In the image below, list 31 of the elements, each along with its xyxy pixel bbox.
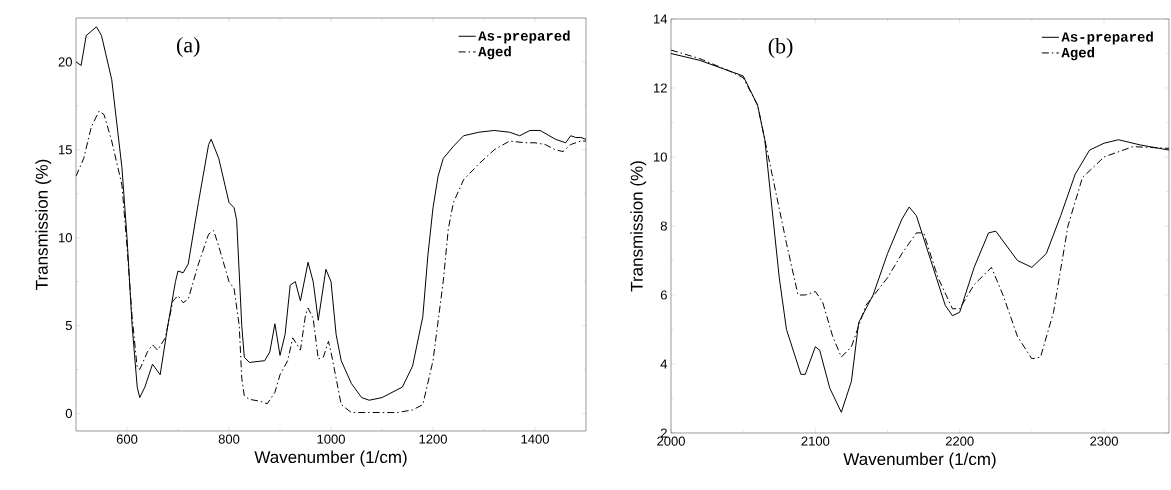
legend-label: Aged bbox=[1061, 47, 1095, 61]
x-tick-label: 1400 bbox=[521, 434, 549, 444]
x-tick-label: 2200 bbox=[945, 436, 974, 446]
y-tick-label: 10 bbox=[654, 152, 667, 162]
y-tick-label: 20 bbox=[58, 57, 72, 67]
legend-label: As-prepared bbox=[478, 30, 570, 44]
x-tick-label: 1200 bbox=[419, 434, 447, 444]
x-tick-label: 800 bbox=[218, 434, 240, 444]
annotation: (a) bbox=[176, 36, 200, 57]
y-axis-title: Transmission (%) bbox=[630, 161, 647, 292]
x-axis-title: Wavenumber (1/cm) bbox=[843, 452, 996, 469]
x-tick-label: 2100 bbox=[801, 436, 830, 446]
x-axis-title: Wavenumber (1/cm) bbox=[254, 450, 407, 467]
x-tick-label: 600 bbox=[116, 434, 138, 444]
y-tick-label: 15 bbox=[59, 145, 72, 155]
x-tick-label: 2300 bbox=[1090, 436, 1118, 446]
y-tick-label: 0 bbox=[65, 408, 72, 419]
y-tick-label: 2 bbox=[660, 428, 667, 438]
y-tick-label: 14 bbox=[654, 14, 668, 24]
legend-label: Aged bbox=[478, 46, 511, 60]
y-tick-label: 8 bbox=[660, 221, 667, 231]
y-axis-title: Transmission (%) bbox=[35, 159, 52, 290]
y-tick-label: 6 bbox=[660, 290, 667, 300]
y-tick-label: 5 bbox=[65, 321, 72, 331]
y-tick-label: 4 bbox=[660, 359, 668, 369]
x-tick-label: 1000 bbox=[317, 434, 345, 444]
y-tick-label: 10 bbox=[59, 233, 72, 243]
x-tick-label: 2000 bbox=[657, 436, 685, 446]
legend-label: As-prepared bbox=[1061, 31, 1153, 45]
y-tick-label: 12 bbox=[654, 83, 667, 93]
annotation: (b) bbox=[768, 38, 793, 58]
